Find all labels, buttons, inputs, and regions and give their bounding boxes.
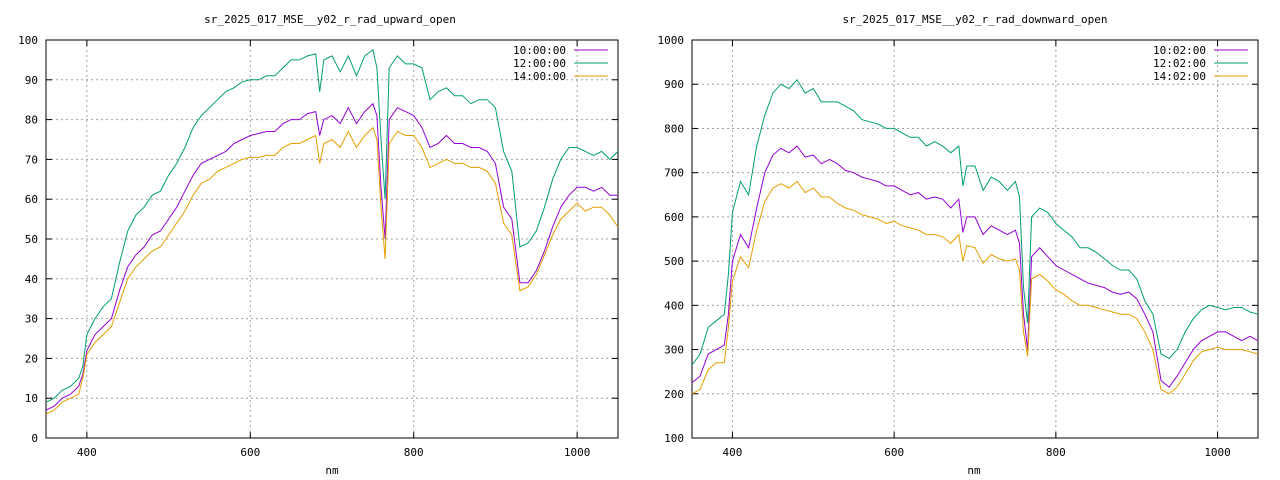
gridlines <box>46 40 618 438</box>
y-tick-label: 200 <box>664 388 684 401</box>
y-tick-label: 100 <box>18 34 38 47</box>
y-tick-label: 60 <box>25 193 38 206</box>
x-axis-ticks: 400 600 800 1000 <box>722 40 1231 459</box>
x-tick-label: 1000 <box>564 446 591 459</box>
x-tick-label: 600 <box>240 446 260 459</box>
plot-area <box>691 39 1259 439</box>
y-tick-label: 40 <box>25 273 38 286</box>
y-tick-label: 90 <box>25 74 38 87</box>
series-lines <box>691 78 1259 395</box>
y-axis-ticks: 0 10 20 30 40 50 60 70 80 90 100 <box>18 34 618 445</box>
y-tick-label: 800 <box>664 122 684 135</box>
y-tick-label: 0 <box>31 432 38 445</box>
x-tick-label: 800 <box>1046 446 1066 459</box>
series-line-14:00:00 <box>45 126 619 415</box>
x-tick-label: 600 <box>884 446 904 459</box>
chart-upward: sr_2025_017_MSE__y02_r_rad_upward_open 0… <box>18 13 619 477</box>
series-line-12:02:00 <box>691 78 1259 366</box>
chart-title: sr_2025_017_MSE__y02_r_rad_downward_open <box>843 13 1108 26</box>
y-tick-label: 300 <box>664 344 684 357</box>
y-tick-label: 900 <box>664 78 684 91</box>
x-axis-label: nm <box>325 464 339 477</box>
x-tick-label: 800 <box>404 446 424 459</box>
x-axis-ticks: 400 600 800 1000 <box>77 40 590 459</box>
series-line-14:02:00 <box>691 180 1259 395</box>
y-tick-label: 30 <box>25 313 38 326</box>
legend-label: 14:02:00 <box>1153 70 1206 83</box>
x-tick-label: 400 <box>722 446 742 459</box>
y-tick-label: 10 <box>25 392 38 405</box>
series-line-12:00:00 <box>45 49 619 403</box>
legend-label: 14:00:00 <box>513 70 566 83</box>
legend-label: 10:00:00 <box>513 44 566 57</box>
x-tick-label: 400 <box>77 446 97 459</box>
series-line-10:02:00 <box>691 145 1259 388</box>
x-tick-label: 1000 <box>1204 446 1231 459</box>
x-axis-label: nm <box>967 464 981 477</box>
legend-label: 12:00:00 <box>513 57 566 70</box>
chart-title: sr_2025_017_MSE__y02_r_rad_upward_open <box>204 13 456 26</box>
gridlines <box>692 40 1258 438</box>
y-tick-label: 70 <box>25 153 38 166</box>
series-lines <box>45 49 619 415</box>
y-tick-label: 80 <box>25 114 38 127</box>
y-axis-ticks: 100 200 300 400 500 600 700 800 900 1000 <box>658 34 1258 445</box>
y-tick-label: 700 <box>664 167 684 180</box>
chart-downward: sr_2025_017_MSE__y02_r_rad_downward_open… <box>658 13 1259 477</box>
series-line-10:00:00 <box>45 102 618 411</box>
legend-label: 10:02:00 <box>1153 44 1206 57</box>
y-tick-label: 600 <box>664 211 684 224</box>
y-tick-label: 100 <box>664 432 684 445</box>
y-tick-label: 20 <box>25 352 38 365</box>
y-tick-label: 50 <box>25 233 38 246</box>
y-tick-label: 1000 <box>658 34 685 47</box>
legend-label: 12:02:00 <box>1153 57 1206 70</box>
y-tick-label: 500 <box>664 255 684 268</box>
y-tick-label: 400 <box>664 299 684 312</box>
